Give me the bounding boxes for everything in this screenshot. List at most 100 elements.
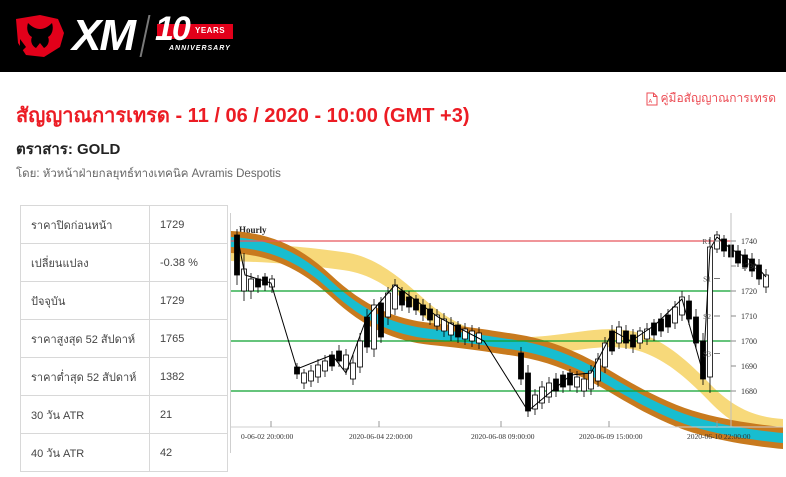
candle xyxy=(581,373,587,397)
stat-value: 42 xyxy=(148,433,229,472)
stat-label: ราคาปิดก่อนหน้า xyxy=(20,205,150,244)
table-row: ราคาต่ำสุด 52 สัปดาห์ 1382 xyxy=(20,357,229,396)
stat-value: 21 xyxy=(148,395,229,434)
candle xyxy=(567,369,573,391)
x-axis-tick-labels: 0-06-02 20:00:00 2020-06-04 22:00:00 2020-… xyxy=(241,421,751,441)
candle xyxy=(651,319,657,341)
stat-label: เปลี่ยนแปลง xyxy=(20,243,150,282)
candle xyxy=(315,359,321,383)
stat-label: ปัจจุบัน xyxy=(20,281,150,320)
candle xyxy=(322,355,328,377)
x-axis-tick-label: 2020-06-04 22:00:00 xyxy=(349,432,413,441)
stat-value: 1765 xyxy=(148,319,229,358)
candle xyxy=(644,323,650,345)
svg-text:A: A xyxy=(648,99,652,105)
table-row: 30 วัน ATR 21 xyxy=(20,395,229,434)
y-axis-tick-label: 1710 xyxy=(741,312,757,321)
cyan-band xyxy=(231,237,783,443)
title-row: สัญญาณการเทรด - 11 / 06 / 2020 - 10:00 (… xyxy=(0,86,786,127)
anniversary-years-label: YEARS xyxy=(195,26,226,35)
candle xyxy=(707,237,713,393)
y-axis-tick-label: 1690 xyxy=(741,362,757,371)
candle xyxy=(455,321,461,343)
candle xyxy=(441,313,447,337)
pivot-level-labels: R1 S1 S2 S3 xyxy=(702,237,720,359)
price-trend-line xyxy=(236,234,767,412)
x-axis-tick-label: 2020-06-09 15:00:00 xyxy=(579,432,643,441)
table-row: เปลี่ยนแปลง -0.38 % xyxy=(20,243,229,282)
candle xyxy=(616,321,622,349)
candle xyxy=(434,309,440,331)
anniversary-badge: 10 YEARS ANNIVERSARY xyxy=(155,11,235,61)
site-header-bar: XM 10 YEARS ANNIVERSARY xyxy=(0,0,786,72)
candle xyxy=(700,333,706,385)
candle xyxy=(609,325,615,355)
chart-title: Hourly xyxy=(239,225,267,235)
candle xyxy=(413,295,419,315)
stat-label: 40 วัน ATR xyxy=(20,433,150,472)
author-byline: โดย: หัวหน้าฝ่ายกลยุทธ์ทางเทคนิค Avramis… xyxy=(16,168,281,180)
candle xyxy=(735,245,741,267)
candle xyxy=(427,303,433,325)
stat-value: -0.38 % xyxy=(148,243,229,282)
table-row: 40 วัน ATR 42 xyxy=(20,433,229,472)
y-axis-tick-label: 1740 xyxy=(741,237,757,246)
candle xyxy=(406,291,412,313)
guide-link-label: คู่มือสัญญาณการเทรด xyxy=(660,91,777,105)
candle xyxy=(539,381,545,409)
candle xyxy=(399,287,405,311)
candle xyxy=(350,355,356,385)
table-row: ราคาปิดก่อนหน้า 1729 xyxy=(20,205,229,244)
instrument-label: ตราสาร: GOLD xyxy=(16,141,121,158)
stat-label: ราคาสูงสุด 52 สัปดาห์ xyxy=(20,319,150,358)
x-axis-tick-label: 0-06-02 20:00:00 xyxy=(241,432,294,441)
pdf-file-icon: A xyxy=(646,92,657,105)
bull-head-icon xyxy=(16,15,64,57)
candle xyxy=(378,297,384,343)
y-axis-tick-label: 1720 xyxy=(741,287,757,296)
page-title: สัญญาณการเทรด - 11 / 06 / 2020 - 10:00 (… xyxy=(16,105,470,128)
x-axis-tick-label: 2020-06-08 09:00:00 xyxy=(471,432,535,441)
candle xyxy=(602,337,608,373)
pivot-level-label-S1: S1 xyxy=(703,275,711,284)
anniversary-ribbon xyxy=(157,24,233,39)
candle xyxy=(518,347,524,385)
table-row: ปัจจุบัน 1729 xyxy=(20,281,229,320)
stat-label: ราคาต่ำสุด 52 สัปดาห์ xyxy=(20,357,150,396)
pivot-level-label-S3: S3 xyxy=(703,350,711,359)
candle xyxy=(546,377,552,403)
logo-divider xyxy=(139,15,151,57)
y-axis-tick-labels: 1740 1730 1720 1710 1700 1690 1680 xyxy=(731,237,757,396)
indicator-bands xyxy=(231,231,783,449)
xm-wordmark: XM xyxy=(72,11,136,60)
candle xyxy=(742,249,748,271)
candle xyxy=(420,299,426,321)
x-axis-tick-label: 2020-06-10 22:00:00 xyxy=(687,432,751,441)
stat-value: 1729 xyxy=(148,205,229,244)
y-axis-tick-label: 1680 xyxy=(741,387,757,396)
trading-signals-guide-link[interactable]: A คู่มือสัญญาณการเทรด xyxy=(646,89,777,108)
table-row: ราคาสูงสุด 52 สัปดาห์ 1765 xyxy=(20,319,229,358)
y-axis-tick-label: 1730 xyxy=(741,262,757,271)
stats-table-body: ราคาปิดก่อนหน้า 1729 เปลี่ยนแปลง -0.38 %… xyxy=(20,205,229,472)
anniversary-number: 10 xyxy=(155,10,191,48)
instrument-stats-table: ราคาปิดก่อนหน้า 1729 เปลี่ยนแปลง -0.38 %… xyxy=(20,205,229,472)
candle xyxy=(462,323,468,345)
y-axis-tick-label: 1700 xyxy=(741,337,757,346)
candle xyxy=(686,295,692,325)
stat-label: 30 วัน ATR xyxy=(20,395,150,434)
candle xyxy=(301,369,307,389)
stat-value: 1729 xyxy=(148,281,229,320)
pivot-level-label-S2: S2 xyxy=(703,312,711,321)
candle xyxy=(357,333,363,373)
candle xyxy=(448,317,454,341)
stat-value: 1382 xyxy=(148,357,229,396)
candle xyxy=(294,363,300,379)
candle xyxy=(693,309,699,349)
candle xyxy=(308,365,314,387)
candle xyxy=(532,389,538,415)
xm-logo[interactable]: XM 10 YEARS ANNIVERSARY xyxy=(14,8,235,64)
hourly-price-chart: Hourly xyxy=(231,213,783,453)
candle xyxy=(343,349,349,375)
candle xyxy=(749,253,755,277)
